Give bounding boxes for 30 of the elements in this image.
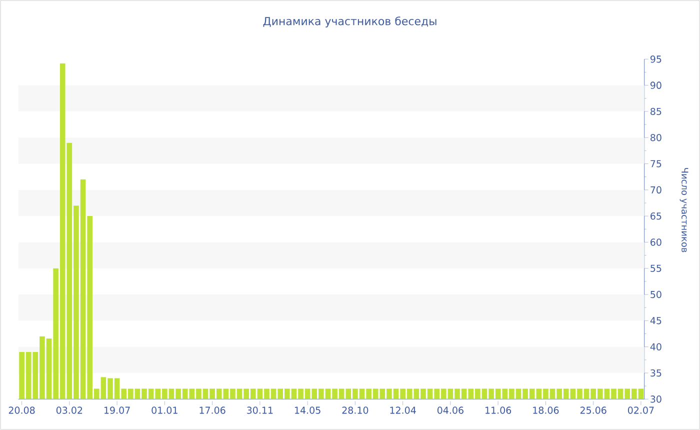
x-tick-label: 12.04 (390, 406, 416, 414)
y-tick-label: 70 (650, 186, 662, 194)
y-tick-label: 85 (650, 108, 662, 116)
x-tick-label: 01.01 (152, 406, 178, 414)
x-tick-label: 17.06 (200, 406, 226, 414)
x-tick-label: 03.02 (56, 406, 82, 414)
y-tick-label: 60 (650, 238, 662, 246)
x-tick-label: 18.06 (533, 406, 559, 414)
y-tick-label: 65 (650, 212, 662, 220)
y-tick-label: 75 (650, 160, 662, 168)
y-tick-label: 55 (650, 264, 662, 272)
y-tick-label: 90 (650, 82, 662, 89)
y-tick-label: 35 (650, 369, 662, 377)
x-tick-label: 25.06 (580, 406, 606, 414)
x-tick-label: 30.11 (247, 406, 273, 414)
y-tick-label: 80 (650, 134, 662, 142)
x-tick-label: 02.07 (628, 406, 654, 414)
x-tick-label: 04.06 (437, 406, 464, 414)
y-axis-title: Число участников (680, 168, 688, 252)
x-tick-label: 11.06 (486, 406, 512, 414)
y-tick-label: 95 (650, 56, 662, 63)
x-tick-label: 19.07 (104, 406, 130, 414)
x-tick-label: 20.08 (8, 406, 35, 414)
x-tick-label: 14.05 (295, 406, 320, 414)
y-tick-label: 50 (650, 290, 662, 298)
y-tick-label: 45 (650, 317, 662, 324)
x-tick-label: 28.10 (342, 406, 368, 414)
y-tick-label: 40 (650, 343, 662, 350)
chart-title: Динамика участников беседы (263, 16, 436, 28)
y-tick-label: 30 (650, 396, 662, 403)
